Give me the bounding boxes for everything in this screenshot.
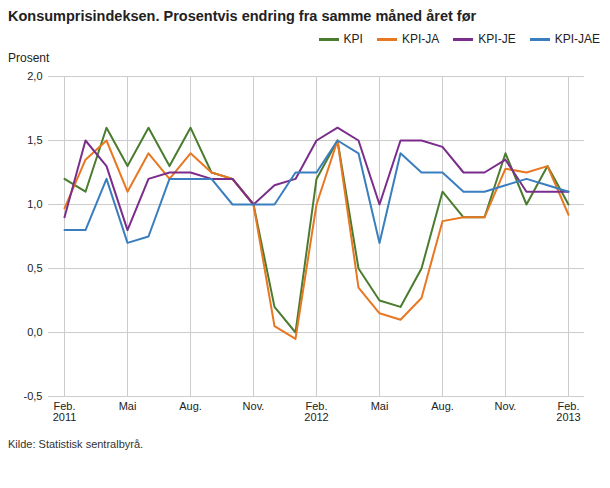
html-text:KPI-JA: KPI-JA: [402, 32, 440, 46]
html-text:KPI-JAE: KPI-JAE: [554, 32, 600, 46]
svg-text:Nov.: Nov.: [243, 400, 265, 412]
html-text:KPI-JE: KPI-JE: [478, 32, 516, 46]
svg-text:1,0: 1,0: [27, 198, 42, 210]
svg-text:2,0: 2,0: [27, 70, 42, 82]
svg-text:Feb.2013: Feb.2013: [556, 400, 580, 423]
html-text:KPI: KPI: [343, 32, 363, 46]
svg-text:Feb.2012: Feb.2012: [304, 400, 328, 423]
svg-text:Nov.: Nov.: [495, 400, 517, 412]
svg-text:Feb.2011: Feb.2011: [53, 400, 77, 423]
svg-text:Aug.: Aug.: [179, 400, 202, 412]
html-text:Prosent: Prosent: [8, 51, 50, 65]
html-text:Konsumprisindeksen. Prosentvis: Konsumprisindeksen. Prosentvis endring f…: [8, 8, 477, 24]
svg-text:Mai: Mai: [371, 400, 389, 412]
svg-text:Mai: Mai: [119, 400, 137, 412]
svg-text:-0,5: -0,5: [24, 390, 43, 402]
svg-text:0,5: 0,5: [27, 262, 42, 274]
svg-text:1,5: 1,5: [27, 134, 42, 146]
svg-text:0,0: 0,0: [27, 326, 42, 338]
svg-text:Aug.: Aug.: [431, 400, 454, 412]
html-text:Kilde: Statistisk sentralbyrå.: Kilde: Statistisk sentralbyrå.: [8, 438, 144, 450]
